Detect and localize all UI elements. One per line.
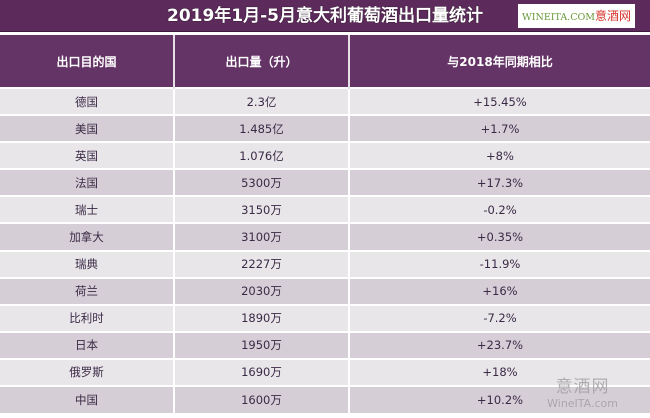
watermark: 意酒网 WineITA.com: [547, 377, 618, 410]
country-cell: 德国: [0, 86, 175, 116]
country-cell: 加拿大: [0, 222, 175, 251]
change-cell: -0.2%: [349, 195, 650, 224]
change-cell: +0.35%: [349, 222, 650, 251]
table-row: 中国 1600万 +10.2%: [0, 385, 650, 414]
volume-cell: 3150万: [174, 195, 350, 224]
volume-cell: 1.076亿: [174, 141, 350, 170]
country-cell: 瑞士: [0, 195, 175, 224]
change-cell: +18%: [349, 357, 650, 387]
change-cell: +1.7%: [349, 114, 650, 143]
page-title: 2019年1月-5月意大利葡萄酒出口量统计: [166, 6, 484, 26]
volume-cell: 1600万: [174, 385, 350, 414]
table-row: 俄罗斯 1690万 +18%: [0, 357, 650, 387]
volume-cell: 2.3亿: [174, 86, 350, 116]
country-cell: 荷兰: [0, 276, 175, 305]
change-cell: +15.45%: [349, 86, 650, 116]
table-row: 德国 2.3亿 +15.45%: [0, 86, 650, 116]
volume-cell: 3100万: [174, 222, 350, 251]
change-cell: -11.9%: [349, 249, 650, 278]
volume-cell: 1690万: [174, 357, 350, 387]
country-cell: 法国: [0, 168, 175, 197]
country-cell: 英国: [0, 141, 175, 170]
country-cell: 日本: [0, 330, 175, 359]
table-row: 比利时 1890万 -7.2%: [0, 303, 650, 332]
column-header: 出口目的国: [0, 35, 175, 88]
change-cell: +8%: [349, 141, 650, 170]
title-bar: 2019年1月-5月意大利葡萄酒出口量统计 WINEITA.COM意酒网: [0, 0, 650, 32]
volume-cell: 2227万: [174, 249, 350, 278]
country-cell: 中国: [0, 385, 175, 414]
volume-cell: 5300万: [174, 168, 350, 197]
volume-cell: 2030万: [174, 276, 350, 305]
table-row: 日本 1950万 +23.7%: [0, 330, 650, 359]
column-header: 出口量（升）: [174, 35, 350, 88]
table-row: 法国 5300万 +17.3%: [0, 168, 650, 197]
country-cell: 美国: [0, 114, 175, 143]
volume-cell: 1950万: [174, 330, 350, 359]
logo: WINEITA.COM意酒网: [518, 4, 635, 28]
table-row: 荷兰 2030万 +16%: [0, 276, 650, 305]
table-row: 瑞士 3150万 -0.2%: [0, 195, 650, 224]
volume-cell: 1890万: [174, 303, 350, 332]
country-cell: 俄罗斯: [0, 357, 175, 387]
table-row: 瑞典 2227万 -11.9%: [0, 249, 650, 278]
export-table: 出口目的国 出口量（升） 与2018年同期相比 德国 2.3亿 +15.45% 美国 1…: [0, 35, 650, 414]
change-cell: +16%: [349, 276, 650, 305]
table-row: 美国 1.485亿 +1.7%: [0, 114, 650, 143]
change-cell: +10.2%: [349, 385, 650, 414]
change-cell: +17.3%: [349, 168, 650, 197]
table-row: 英国 1.076亿 +8%: [0, 141, 650, 170]
change-cell: +23.7%: [349, 330, 650, 359]
change-cell: -7.2%: [349, 303, 650, 332]
country-cell: 瑞典: [0, 249, 175, 278]
table-header: 出口目的国 出口量（升） 与2018年同期相比: [0, 35, 650, 88]
table-row: 加拿大 3100万 +0.35%: [0, 222, 650, 251]
country-cell: 比利时: [0, 303, 175, 332]
volume-cell: 1.485亿: [174, 114, 350, 143]
column-header: 与2018年同期相比: [349, 35, 650, 88]
